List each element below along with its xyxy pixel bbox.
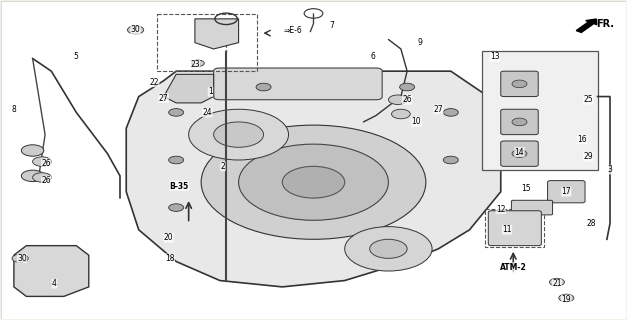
Text: 6: 6 xyxy=(371,52,375,61)
Text: 9: 9 xyxy=(417,38,422,47)
Circle shape xyxy=(399,83,414,91)
Text: 1: 1 xyxy=(208,87,213,96)
Text: 15: 15 xyxy=(521,184,530,193)
Circle shape xyxy=(169,204,184,212)
FancyBboxPatch shape xyxy=(501,109,538,135)
Text: ATM-2: ATM-2 xyxy=(500,263,527,272)
Text: 12: 12 xyxy=(496,205,505,214)
Text: 2: 2 xyxy=(221,162,225,171)
FancyBboxPatch shape xyxy=(512,200,552,215)
Text: 21: 21 xyxy=(552,279,562,288)
Text: 8: 8 xyxy=(11,105,16,114)
Circle shape xyxy=(256,83,271,91)
Text: 16: 16 xyxy=(577,135,587,144)
Circle shape xyxy=(201,125,426,239)
Text: 13: 13 xyxy=(490,52,499,61)
Text: 10: 10 xyxy=(412,117,421,126)
FancyArrow shape xyxy=(576,19,597,32)
Text: 30: 30 xyxy=(130,25,140,35)
Polygon shape xyxy=(126,71,501,287)
Circle shape xyxy=(391,109,410,119)
Text: 28: 28 xyxy=(586,219,596,228)
Circle shape xyxy=(345,227,432,271)
Text: 3: 3 xyxy=(608,165,613,174)
Circle shape xyxy=(443,156,458,164)
Circle shape xyxy=(512,80,527,88)
Bar xyxy=(482,51,598,170)
Text: 19: 19 xyxy=(562,295,571,304)
Text: 23: 23 xyxy=(190,60,200,69)
Text: B-35: B-35 xyxy=(170,181,189,190)
Circle shape xyxy=(512,118,527,126)
Text: 18: 18 xyxy=(165,254,175,263)
Circle shape xyxy=(443,108,458,116)
Circle shape xyxy=(169,108,184,116)
Text: 5: 5 xyxy=(74,52,79,61)
Circle shape xyxy=(12,254,28,262)
Text: 20: 20 xyxy=(164,233,174,242)
Circle shape xyxy=(33,157,51,166)
Circle shape xyxy=(214,122,263,147)
Text: 24: 24 xyxy=(203,108,212,117)
Text: 30: 30 xyxy=(17,254,27,263)
Circle shape xyxy=(282,166,345,198)
Circle shape xyxy=(370,239,407,258)
Text: 27: 27 xyxy=(159,94,169,103)
Text: FR.: FR. xyxy=(596,19,614,28)
Text: 27: 27 xyxy=(433,105,443,114)
Polygon shape xyxy=(14,246,89,296)
Text: 26: 26 xyxy=(403,95,412,104)
Circle shape xyxy=(559,294,574,302)
Text: ⇒E-6: ⇒E-6 xyxy=(283,26,302,36)
Circle shape xyxy=(21,170,44,181)
Circle shape xyxy=(189,109,288,160)
Text: 11: 11 xyxy=(502,225,512,234)
FancyBboxPatch shape xyxy=(501,71,538,97)
Circle shape xyxy=(239,144,388,220)
FancyBboxPatch shape xyxy=(547,180,585,203)
Bar xyxy=(157,14,257,71)
Circle shape xyxy=(33,173,51,182)
FancyBboxPatch shape xyxy=(488,211,541,246)
Circle shape xyxy=(388,95,407,105)
Text: 4: 4 xyxy=(52,279,57,288)
Circle shape xyxy=(512,150,527,157)
Polygon shape xyxy=(195,19,239,49)
Text: 26: 26 xyxy=(41,176,51,185)
Circle shape xyxy=(169,156,184,164)
Text: 17: 17 xyxy=(562,187,571,196)
Text: 22: 22 xyxy=(150,78,159,87)
FancyBboxPatch shape xyxy=(214,68,382,100)
Text: 25: 25 xyxy=(583,95,593,104)
Circle shape xyxy=(21,145,44,156)
Polygon shape xyxy=(164,74,214,103)
Text: 7: 7 xyxy=(330,21,335,30)
Circle shape xyxy=(127,26,144,34)
Circle shape xyxy=(192,60,204,67)
Text: 26: 26 xyxy=(41,159,51,168)
Text: 29: 29 xyxy=(583,152,593,161)
Text: 14: 14 xyxy=(515,148,524,156)
Circle shape xyxy=(549,278,564,286)
FancyBboxPatch shape xyxy=(501,141,538,166)
Bar xyxy=(485,209,544,247)
